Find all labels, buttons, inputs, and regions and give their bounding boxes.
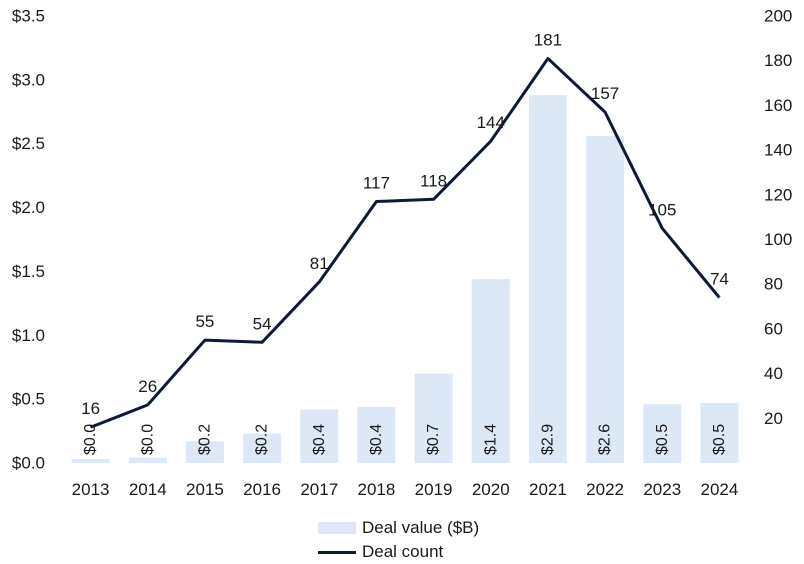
bar-label-2019: $0.7 — [425, 424, 442, 455]
x-tick-label-2014: 2014 — [129, 480, 167, 499]
bar-label-2016: $0.2 — [254, 424, 271, 455]
count-label-2024: 74 — [710, 270, 729, 289]
bar-label-2013: $0.0 — [82, 424, 99, 455]
count-label-2020: 144 — [477, 113, 505, 132]
right-tick-label: 40 — [764, 364, 783, 383]
bar-2020 — [471, 279, 510, 463]
legend-swatch-bar — [318, 522, 356, 534]
left-tick-label: $0.0 — [12, 454, 45, 473]
bar-label-2015: $0.2 — [196, 424, 213, 455]
x-tick-label-2013: 2013 — [72, 480, 110, 499]
deal-count-labels: 16 26 55 54 81 117 118 144 181 157 105 74 — [81, 30, 729, 418]
left-tick-label: $3.0 — [12, 70, 45, 89]
count-label-2018: 117 — [363, 174, 390, 193]
bar-label-2018: $0.4 — [368, 424, 385, 455]
x-tick-label-2018: 2018 — [358, 480, 396, 499]
bar-2019 — [414, 373, 453, 463]
x-tick-label-2024: 2024 — [701, 480, 739, 499]
left-tick-label: $0.5 — [12, 390, 45, 409]
count-label-2017: 81 — [310, 254, 329, 273]
x-tick-label-2022: 2022 — [586, 480, 624, 499]
left-tick-label: $2.5 — [12, 134, 45, 153]
left-tick-label: $2.0 — [12, 198, 45, 217]
count-label-2023: 105 — [648, 200, 676, 219]
x-tick-label-2015: 2015 — [186, 480, 224, 499]
bar-2013 — [71, 459, 110, 463]
bar-2015 — [185, 441, 224, 463]
bar-label-2021: $2.9 — [539, 424, 556, 455]
bar-label-2023: $0.5 — [654, 424, 671, 455]
right-tick-label: 120 — [764, 185, 792, 204]
bar-label-2024: $0.5 — [711, 424, 728, 455]
x-tick-label-2017: 2017 — [300, 480, 338, 499]
bar-2017 — [300, 409, 339, 463]
count-label-2015: 55 — [195, 312, 214, 331]
count-label-2016: 54 — [253, 314, 272, 333]
deal-count-line — [90, 56, 721, 429]
x-tick-label-2019: 2019 — [415, 480, 453, 499]
bar-2014 — [128, 457, 167, 463]
deal-count-line-group — [90, 56, 721, 429]
x-tick-label-2023: 2023 — [643, 480, 681, 499]
x-tick-label-2016: 2016 — [243, 480, 281, 499]
bar-label-2020: $1.4 — [482, 424, 499, 455]
left-axis-ticks: $0.0 $0.5 $1.0 $1.5 $2.0 $2.5 $3.0 $3.5 — [12, 7, 45, 473]
legend-swatch-line — [318, 550, 356, 554]
x-tick-label-2020: 2020 — [472, 480, 510, 499]
legend-item-deal-value: Deal value ($B) — [318, 516, 479, 540]
bar-label-2014: $0.0 — [139, 424, 156, 455]
deal-value-bars — [71, 95, 739, 463]
left-tick-label: $1.5 — [12, 262, 45, 281]
count-label-2021: 181 — [534, 30, 562, 49]
right-tick-label: 200 — [764, 7, 792, 26]
deal-value-labels: $0.0 $0.0 $0.2 $0.2 $0.4 $0.4 $0.7 $1.4 $2.9 $2.6… — [82, 424, 728, 455]
bar-2024 — [700, 402, 739, 463]
right-tick-label: 20 — [764, 409, 783, 428]
right-tick-label: 80 — [764, 275, 783, 294]
right-axis-ticks: 20 40 60 80 100 120 140 160 180 200 — [764, 7, 792, 428]
count-label-2013: 16 — [81, 399, 100, 418]
bar-2021 — [528, 95, 567, 463]
right-tick-label: 60 — [764, 319, 783, 338]
left-tick-label: $1.0 — [12, 326, 45, 345]
bar-2016 — [243, 433, 282, 463]
right-tick-label: 100 — [764, 230, 792, 249]
count-label-2022: 157 — [591, 84, 619, 103]
right-tick-label: 160 — [764, 96, 792, 115]
bar-label-2022: $2.6 — [597, 424, 614, 455]
x-tick-label-2021: 2021 — [529, 480, 567, 499]
x-axis-ticks: 2013 2014 2015 2016 2017 2018 2019 2020 2021 2022… — [72, 480, 739, 499]
bar-2023 — [643, 404, 682, 463]
count-label-2019: 118 — [420, 171, 447, 190]
bar-2022 — [586, 136, 625, 463]
left-tick-label: $3.5 — [12, 7, 45, 26]
legend-item-deal-count: Deal count — [318, 540, 479, 564]
count-label-2014: 26 — [138, 377, 157, 396]
legend: Deal value ($B) Deal count — [318, 516, 479, 564]
bar-2018 — [357, 406, 396, 463]
legend-label-deal-value: Deal value ($B) — [362, 518, 480, 537]
bar-label-2017: $0.4 — [311, 424, 328, 455]
deal-chart: $0.0 $0.0 $0.2 $0.2 $0.4 $0.4 $0.7 $1.4 $2.9 $2.6… — [12, 7, 792, 500]
right-tick-label: 180 — [764, 51, 792, 70]
right-tick-label: 140 — [764, 141, 792, 160]
legend-label-deal-count: Deal count — [362, 542, 444, 561]
